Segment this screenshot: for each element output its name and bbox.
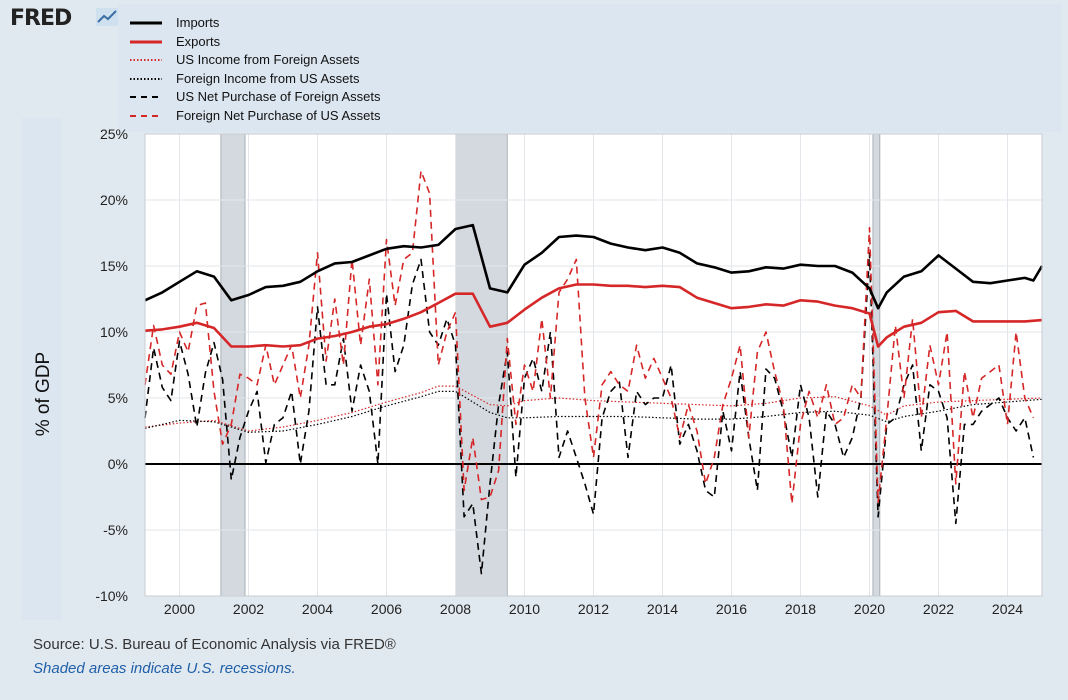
legend-label: US Income from Foreign Assets xyxy=(176,52,360,68)
y-tick-label: 5% xyxy=(108,390,128,406)
y-axis-label-strip: % of GDP xyxy=(22,118,62,620)
series-line-1 xyxy=(144,223,1044,310)
series-line-5 xyxy=(144,252,1035,575)
x-tick-label: 2008 xyxy=(440,601,471,617)
x-tick-label: 2012 xyxy=(578,601,609,617)
legend-label: US Net Purchase of Foreign Assets xyxy=(176,89,381,105)
legend-label: Foreign Income from US Assets xyxy=(176,70,360,86)
y-tick-label: 20% xyxy=(100,192,128,208)
recession-shading xyxy=(220,133,246,597)
x-tick-label: 2010 xyxy=(509,601,540,617)
x-tick-label: 2018 xyxy=(785,601,816,617)
x-tick-label: 2006 xyxy=(371,601,402,617)
plot-border xyxy=(144,133,1043,597)
x-tick-label: 2014 xyxy=(647,601,678,617)
series-line-4 xyxy=(144,390,1043,433)
legend-swatch-icon xyxy=(130,115,162,117)
y-tick-label: 0% xyxy=(108,456,128,472)
recession-shading xyxy=(455,133,508,597)
fred-chart-logo-icon xyxy=(96,8,120,26)
series-line-2 xyxy=(144,283,1043,348)
y-tick-label: -10% xyxy=(95,588,128,604)
x-tick-label: 2002 xyxy=(233,601,264,617)
x-tick-label: 2022 xyxy=(923,601,954,617)
x-tick-label: 2000 xyxy=(164,601,195,617)
recession-note: Shaded areas indicate U.S. recessions. xyxy=(33,660,296,677)
series-line-6 xyxy=(144,170,1035,505)
legend-swatch-icon xyxy=(130,21,162,25)
line-chart[interactable]: 25% 20% 15% 10% 5% 0% -5% -10% 2000 2002 2004 2006 2… xyxy=(0,0,1068,630)
legend-swatch-icon xyxy=(130,96,162,99)
chart-legend: Imports Exports US Income from Foreign Ass… xyxy=(118,4,1062,132)
x-tick-label: 2004 xyxy=(302,601,333,617)
x-tick-label: 2024 xyxy=(992,601,1023,617)
fred-logo-text: FRED xyxy=(10,6,72,31)
legend-label: Exports xyxy=(176,33,221,49)
y-tick-label: -5% xyxy=(103,522,128,538)
y-tick-label: 15% xyxy=(100,258,128,274)
source-note: Source: U.S. Bureau of Economic Analysis… xyxy=(33,636,396,653)
fred-logo[interactable]: FRED xyxy=(10,6,72,31)
y-tick-label: 25% xyxy=(100,126,128,142)
recession-shading xyxy=(872,133,881,597)
legend-label: Imports xyxy=(176,15,220,30)
legend-swatch-icon xyxy=(130,40,162,44)
x-tick-label: 2016 xyxy=(716,601,747,617)
legend-label: Foreign Net Purchase of US Assets xyxy=(176,108,381,123)
series-line-3 xyxy=(144,385,1043,432)
y-tick-label: 10% xyxy=(100,324,128,340)
x-tick-label: 2020 xyxy=(854,601,885,617)
